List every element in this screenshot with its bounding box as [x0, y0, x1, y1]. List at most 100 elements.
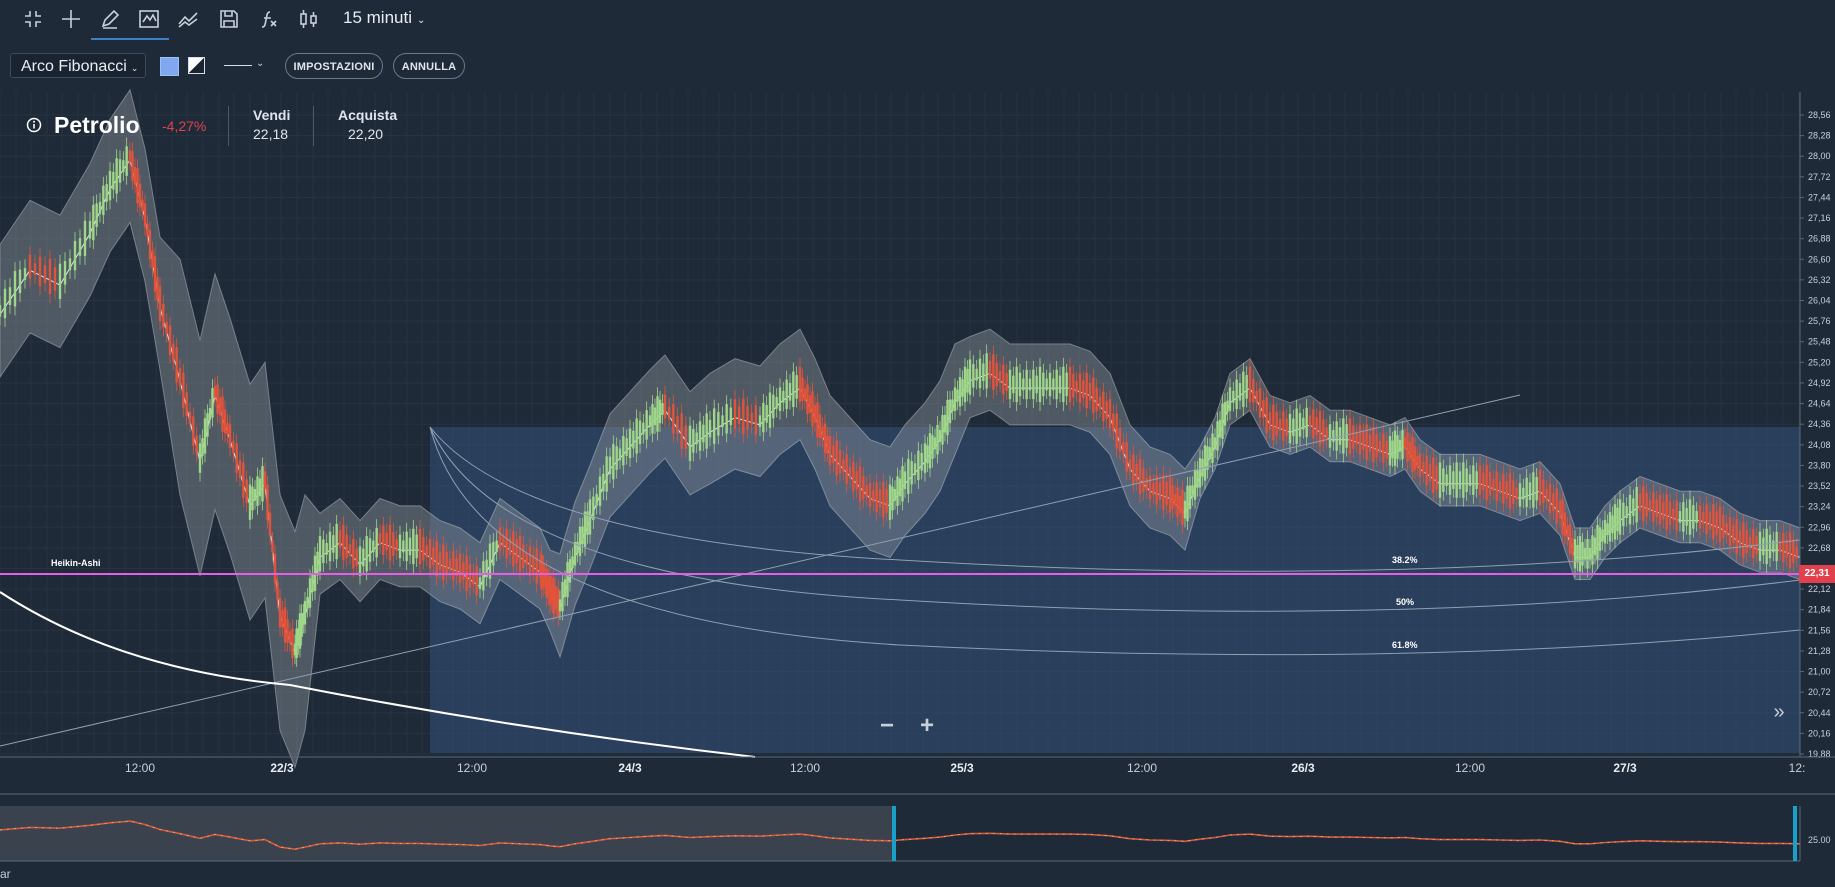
buy-price[interactable]: 22,20	[348, 126, 384, 142]
candle-body	[251, 486, 254, 511]
candle-body	[1625, 506, 1628, 518]
fill-color-swatch[interactable]	[188, 57, 205, 74]
candle-body	[432, 547, 435, 566]
function-icon[interactable]	[256, 6, 282, 32]
candle-body	[982, 363, 985, 382]
candle-body	[1012, 375, 1015, 394]
collapse-icon[interactable]	[20, 6, 46, 32]
time-tick-label: 12:	[1789, 761, 1806, 775]
candle-body	[1168, 477, 1172, 513]
candle-body	[63, 261, 67, 285]
candle-body	[975, 368, 978, 381]
settings-button[interactable]: IMPOSTAZIONI	[285, 53, 383, 79]
buy-label[interactable]: Acquista	[338, 107, 398, 123]
candle-body	[1102, 391, 1105, 422]
candle-body	[901, 466, 904, 502]
candle-body	[1042, 372, 1045, 397]
info-icon[interactable]	[26, 117, 42, 133]
save-icon[interactable]	[216, 6, 242, 32]
candle-body	[555, 594, 558, 607]
candle-body	[1425, 455, 1428, 486]
candle-body	[545, 568, 548, 598]
candle-body	[328, 531, 332, 562]
candle-body	[1252, 378, 1255, 403]
undo-button[interactable]: ANNULLA	[393, 53, 465, 79]
sell-label[interactable]: Vendi	[253, 107, 291, 123]
indicator-icon[interactable]	[136, 6, 162, 32]
candle-body	[342, 525, 345, 561]
candle-body	[938, 430, 942, 442]
candle-body	[956, 389, 959, 402]
candle-body	[478, 577, 482, 590]
candle-body	[680, 413, 683, 449]
candle-body	[571, 556, 574, 569]
candle-body	[372, 540, 375, 553]
candle-body	[1591, 535, 1594, 565]
candle-body	[1382, 433, 1385, 463]
navigator-handle-left	[892, 806, 896, 861]
zoom-out-button[interactable]: −	[879, 712, 894, 739]
candle-body	[311, 574, 314, 593]
compare-icon[interactable]	[175, 6, 201, 32]
candle-body	[1762, 537, 1765, 556]
candle-body	[322, 539, 325, 564]
candle-body	[1411, 436, 1414, 473]
line-color-swatch[interactable]	[160, 57, 179, 76]
candle-body	[896, 476, 899, 506]
active-tool-indicator	[91, 38, 169, 40]
timeframe-select[interactable]: 15 minuti ⌄	[343, 8, 426, 27]
candle-body	[750, 412, 753, 425]
candle-body	[335, 523, 338, 560]
candle-body	[518, 536, 522, 572]
candle-body	[1165, 481, 1168, 506]
candle-body	[1302, 417, 1305, 430]
candle-body	[392, 532, 395, 556]
time-tick-label: 24/3	[618, 761, 642, 775]
candle-body	[1403, 437, 1407, 450]
candle-body	[1658, 494, 1662, 525]
candle-body	[395, 539, 398, 552]
candle-body	[175, 347, 178, 383]
candle-body	[162, 303, 165, 328]
candle-body	[543, 573, 547, 586]
candle-body	[943, 414, 947, 433]
candle-body	[558, 599, 562, 612]
candle-body	[1581, 541, 1584, 566]
candle-body	[95, 203, 98, 227]
candle-body	[281, 609, 284, 628]
status-text: ar	[0, 867, 11, 881]
candle-body	[1455, 462, 1458, 498]
candle-body	[122, 160, 125, 172]
candle-body	[1203, 445, 1207, 481]
candles-icon[interactable]	[296, 6, 322, 32]
candle-body	[648, 415, 652, 428]
pencil-icon[interactable]	[97, 6, 123, 32]
candle-body	[1732, 525, 1735, 543]
price-tick-label: 20,16	[1808, 728, 1831, 738]
time-tick-label: 25/3	[950, 761, 974, 775]
line-style-select[interactable]: ⌄	[222, 53, 266, 77]
candle-body	[733, 399, 737, 429]
candle-body	[1385, 440, 1388, 459]
candle-body	[1413, 446, 1417, 470]
drawing-tool-bar: Arco Fibonacci ⌄ ⌄ IMPOSTAZIONI ANNULLA	[0, 44, 1835, 88]
candle-body	[1792, 539, 1795, 564]
candle-body	[1485, 464, 1488, 501]
candle-body	[1512, 480, 1515, 505]
candle-body	[592, 496, 595, 521]
candle-body	[898, 478, 902, 497]
candle-body	[472, 572, 475, 585]
drawing-tool-select[interactable]: Arco Fibonacci ⌄	[10, 53, 146, 78]
candle-body	[568, 559, 572, 583]
scroll-to-end-button[interactable]: »	[1773, 701, 1785, 723]
zoom-in-button[interactable]: +	[919, 712, 934, 739]
candle-body	[1223, 402, 1227, 426]
candle-body	[325, 542, 328, 555]
candle-body	[1596, 525, 1599, 561]
candle-body	[1282, 411, 1285, 441]
candle-body	[332, 535, 335, 553]
sell-price[interactable]: 22,18	[253, 126, 289, 142]
crosshair-icon[interactable]	[58, 6, 84, 32]
candle-body	[632, 430, 635, 449]
